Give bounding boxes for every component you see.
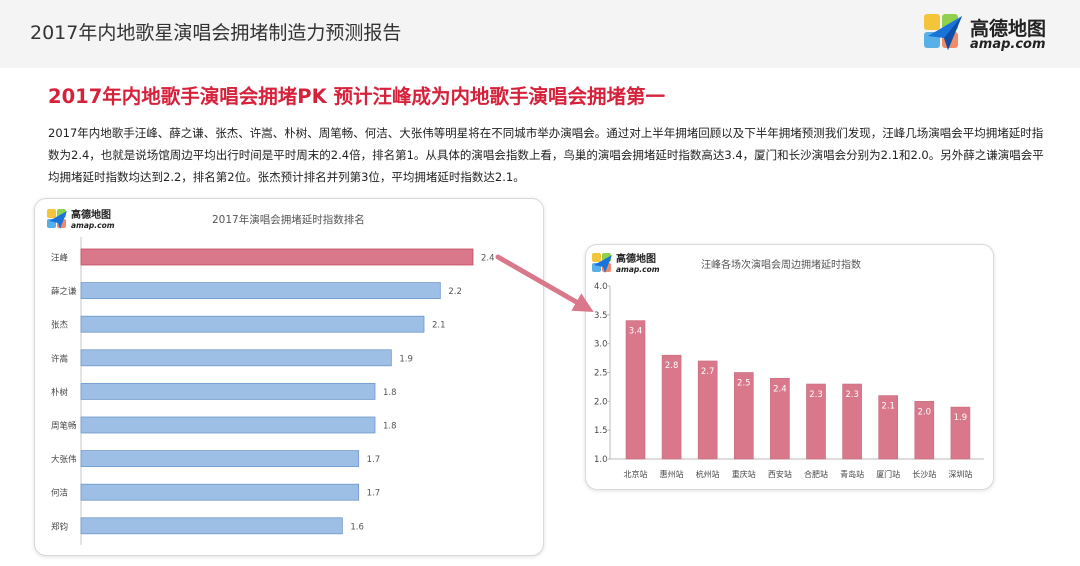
bar [80, 416, 376, 434]
value-label: 1.7 [367, 489, 381, 499]
value-label: 1.8 [383, 422, 397, 432]
category-label: 汪峰 [51, 253, 69, 264]
y-tick-label: 3.0 [594, 340, 608, 350]
bar [80, 450, 360, 468]
value-label: 2.4 [773, 384, 787, 394]
value-label: 1.9 [399, 354, 413, 364]
y-tick-label: 3.5 [594, 311, 608, 321]
bar [80, 248, 474, 266]
bar [734, 372, 754, 460]
category-label: 厦门站 [876, 469, 900, 479]
value-label: 1.8 [383, 388, 397, 398]
brand-logo[interactable]: 高德地图 amap.com [922, 10, 1072, 58]
value-label: 2.4 [481, 254, 495, 264]
logo-arrow-icon [594, 255, 612, 273]
bar [80, 282, 441, 299]
bar [80, 349, 392, 367]
category-label: 深圳站 [948, 469, 972, 479]
value-label: 2.1 [881, 402, 895, 412]
brand-name: 高德地图 [970, 18, 1047, 40]
value-label: 2.2 [448, 287, 462, 297]
y-tick-label: 2.5 [594, 369, 608, 379]
bar [842, 383, 862, 460]
bar [914, 401, 935, 460]
bar [80, 382, 376, 400]
y-tick-label: 1.0 [594, 455, 608, 465]
category-label: 郑钧 [51, 521, 68, 532]
value-label: 1.9 [954, 413, 968, 423]
category-label: 何洁 [51, 488, 69, 499]
chart-brand-name: 高德地图 [71, 208, 111, 221]
amap-logo-icon [924, 14, 962, 50]
category-label: 合肥站 [804, 469, 828, 479]
value-label: 3.4 [629, 327, 643, 337]
bar [625, 320, 646, 460]
category-label: 西安站 [768, 469, 792, 479]
brand-domain: amap.com [970, 37, 1046, 52]
bar [80, 315, 425, 333]
report-title: 2017年内地歌星演唱会拥堵制造力预测报告 [30, 22, 402, 44]
value-label: 2.7 [701, 367, 715, 377]
category-label: 朴树 [51, 387, 69, 398]
header-bar: 2017年内地歌星演唱会拥堵制造力预测报告 高德地图 amap.com [0, 0, 1080, 68]
chart-brand-name: 高德地图 [616, 252, 656, 265]
category-label: 长沙站 [912, 469, 936, 479]
ranking-chart-panel: 高德地图 amap.com 2017年演唱会拥堵延时指数排名汪峰 2.4 薛之谦 2.2 张… [34, 198, 544, 556]
bar [770, 377, 790, 460]
chart-brand-domain: amap.com [616, 265, 660, 274]
value-label: 2.0 [918, 407, 932, 417]
category-label: 杭州站 [696, 469, 720, 479]
bar [80, 483, 360, 501]
category-label: 周笔畅 [51, 421, 77, 432]
bar [80, 517, 343, 535]
category-label: 大张伟 [51, 454, 77, 465]
category-label: 张杰 [51, 320, 69, 331]
category-label: 青岛站 [840, 469, 864, 479]
logo-tile [47, 209, 56, 218]
station-chart-panel: 高德地图 amap.com 汪峰各场次演唱会周边拥堵延时指数 1.0 1.5 2.0 2.5… [585, 244, 994, 490]
value-label: 1.6 [350, 522, 364, 532]
category-label: 薛之谦 [51, 286, 77, 297]
category-label: 许嵩 [51, 353, 69, 364]
logo-tile [592, 253, 601, 262]
y-tick-label: 2.0 [594, 397, 608, 407]
chart-title: 2017年演唱会拥堵延时指数排名 [212, 213, 365, 226]
value-label: 2.3 [845, 390, 859, 400]
category-label: 北京站 [624, 469, 648, 479]
bar [950, 406, 971, 460]
bar [878, 395, 899, 460]
bar [806, 383, 826, 460]
chart-title: 汪峰各场次演唱会周边拥堵延时指数 [701, 258, 861, 271]
value-label: 2.3 [809, 390, 823, 400]
value-label: 1.7 [367, 455, 381, 465]
bar [697, 360, 718, 460]
logo-arrow-icon [49, 211, 67, 229]
value-label: 2.5 [737, 379, 751, 389]
headline: 2017年内地歌手演唱会拥堵PK 预计汪峰成为内地歌手演唱会拥堵第一 [48, 85, 665, 108]
bar [661, 354, 682, 460]
value-label: 2.1 [432, 321, 446, 331]
category-label: 惠州站 [660, 469, 684, 479]
value-label: 2.8 [665, 361, 679, 371]
y-tick-label: 4.0 [594, 282, 608, 292]
y-tick-label: 1.5 [594, 426, 608, 436]
summary-paragraph: 2017年内地歌手汪峰、薛之谦、张杰、许嵩、朴树、周笔畅、何洁、大张伟等明星将在… [48, 126, 1044, 184]
category-label: 重庆站 [732, 469, 756, 479]
chart-brand-domain: amap.com [71, 221, 115, 230]
